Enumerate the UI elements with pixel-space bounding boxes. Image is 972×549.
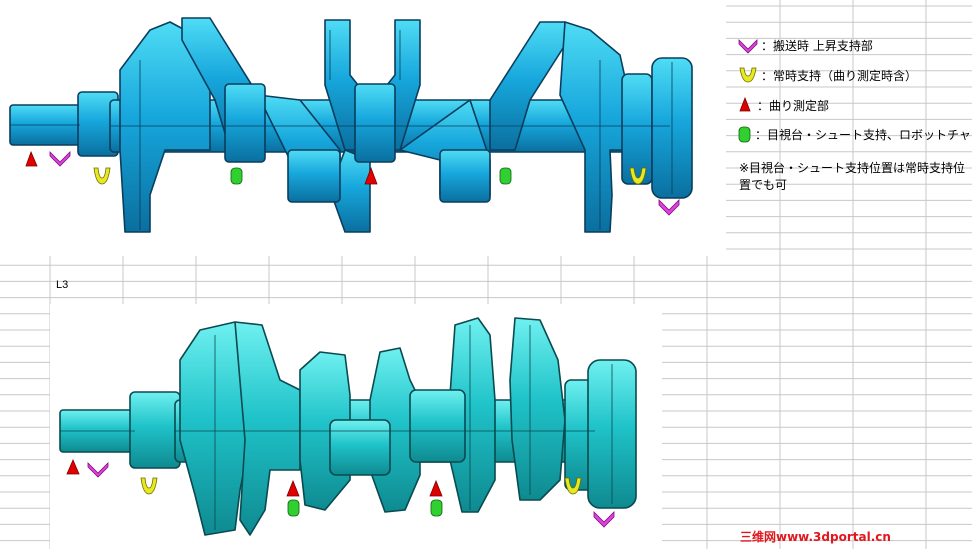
bottom-crankshaft-edge-lines bbox=[60, 325, 613, 530]
legend-item-transport-support: ：搬送時 上昇支持部 bbox=[738, 38, 873, 54]
green-cup-marker-icon bbox=[738, 126, 751, 143]
green-cup-marker-icon bbox=[430, 499, 443, 517]
magenta-v-marker-icon bbox=[87, 462, 109, 478]
top-markers bbox=[25, 150, 680, 216]
red-triangle-marker-icon bbox=[429, 479, 443, 497]
top-crankshaft-edge-lines bbox=[10, 30, 673, 230]
legend-note-line-1: ※目視台・シュート支持位置は常時支持位 bbox=[739, 160, 965, 175]
red-triangle-marker-icon bbox=[286, 479, 300, 497]
red-triangle-marker-icon bbox=[739, 96, 751, 112]
red-triangle-marker-icon bbox=[25, 150, 38, 167]
yellow-u-marker-icon bbox=[140, 477, 158, 495]
svg-text:：搬送時 上昇支持部: ：搬送時 上昇支持部 bbox=[761, 38, 873, 53]
magenta-v-marker-icon bbox=[49, 151, 71, 167]
magenta-v-marker-icon bbox=[738, 39, 758, 54]
magenta-v-marker-icon bbox=[593, 511, 615, 528]
red-triangle-marker-icon bbox=[364, 166, 378, 185]
bottom-markers bbox=[66, 458, 615, 528]
green-cup-marker-icon bbox=[499, 167, 512, 185]
watermark: 三维网www.3dportal.cn bbox=[740, 529, 891, 544]
cell-label: L3 bbox=[56, 279, 68, 291]
svg-text:：常時支持（曲り測定時含）: ：常時支持（曲り測定時含） bbox=[761, 68, 917, 83]
green-cup-marker-icon bbox=[287, 499, 300, 517]
legend-item-visual-chute-robot: ：目視台・シュート支持、ロボットチャック bbox=[738, 126, 972, 143]
yellow-u-marker-icon bbox=[739, 67, 757, 83]
green-cup-marker-icon bbox=[230, 167, 243, 185]
legend-item-constant-support: ：常時支持（曲り測定時含） bbox=[739, 67, 917, 83]
magenta-v-marker-icon bbox=[658, 199, 680, 216]
yellow-u-marker-icon bbox=[629, 167, 647, 185]
legend: ：搬送時 上昇支持部 ：常時支持（曲り測定時含） ：曲り測定部 ：目視台・シュー… bbox=[738, 38, 972, 192]
svg-text:：曲り測定部: ：曲り測定部 bbox=[757, 98, 829, 113]
red-triangle-marker-icon bbox=[66, 458, 80, 475]
legend-note-line-2: 置でも可 bbox=[739, 178, 787, 192]
legend-item-bend-measurement: ：曲り測定部 bbox=[739, 96, 829, 113]
yellow-u-marker-icon bbox=[93, 167, 111, 185]
svg-text:：目視台・シュート支持、ロボットチャック: ：目視台・シュート支持、ロボットチャック bbox=[755, 127, 972, 142]
yellow-u-marker-icon bbox=[564, 477, 582, 495]
